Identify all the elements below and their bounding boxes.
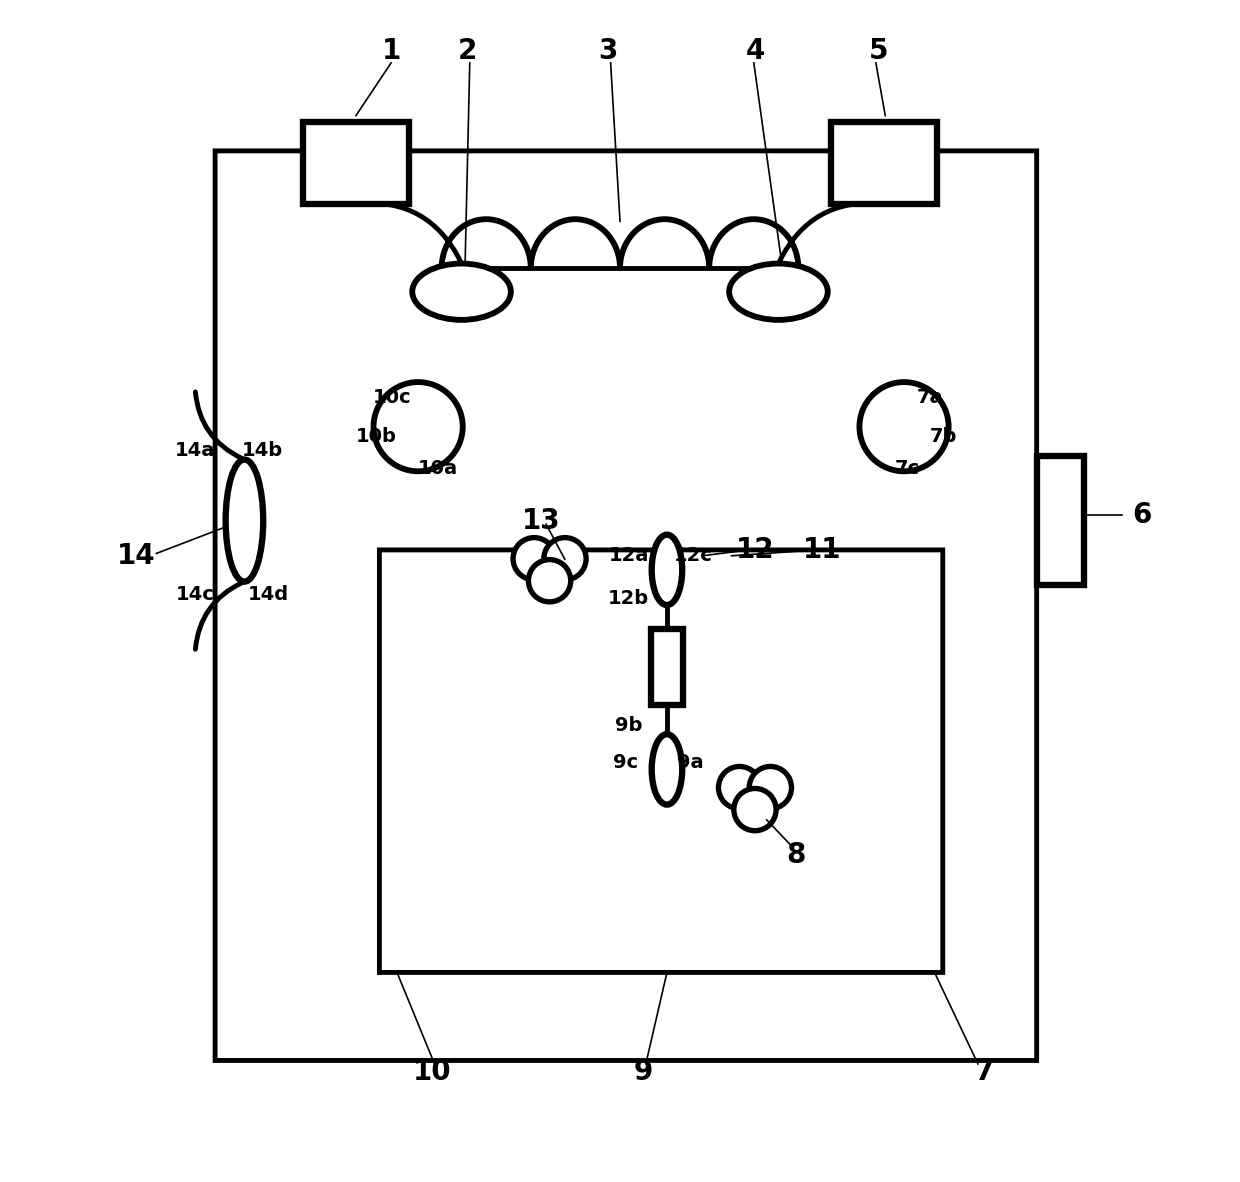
Text: 11: 11 <box>802 535 841 564</box>
Text: 7c: 7c <box>895 460 920 479</box>
Circle shape <box>718 766 760 808</box>
Bar <box>1037 456 1084 585</box>
Text: 10b: 10b <box>356 427 397 446</box>
Text: 7a: 7a <box>916 388 944 407</box>
Bar <box>303 122 409 203</box>
Text: 7b: 7b <box>930 427 957 446</box>
Text: 10c: 10c <box>373 388 412 407</box>
Text: 2: 2 <box>458 37 477 65</box>
Circle shape <box>859 382 949 472</box>
Text: 14a: 14a <box>175 441 216 460</box>
Bar <box>651 629 683 706</box>
Text: 12c: 12c <box>673 546 712 565</box>
Circle shape <box>749 766 791 808</box>
Text: 12b: 12b <box>608 589 649 608</box>
Text: 4: 4 <box>745 37 765 65</box>
Circle shape <box>734 788 776 831</box>
Text: 10a: 10a <box>418 460 458 479</box>
Ellipse shape <box>652 534 682 605</box>
Text: 6: 6 <box>1132 501 1152 528</box>
Ellipse shape <box>652 734 682 805</box>
Text: 7: 7 <box>975 1058 993 1086</box>
Text: 12a: 12a <box>609 546 650 565</box>
Text: 8: 8 <box>786 842 806 869</box>
Circle shape <box>544 538 587 580</box>
Bar <box>831 122 937 203</box>
Text: 9: 9 <box>634 1058 653 1086</box>
Circle shape <box>513 538 556 580</box>
Text: 9c: 9c <box>614 753 639 772</box>
Text: 1: 1 <box>382 37 401 65</box>
Text: 14b: 14b <box>242 441 283 460</box>
Circle shape <box>373 382 463 472</box>
Text: 12: 12 <box>735 535 774 564</box>
Text: 3: 3 <box>599 37 618 65</box>
Ellipse shape <box>412 264 511 320</box>
Text: 14c: 14c <box>176 585 215 604</box>
Text: 9b: 9b <box>615 716 642 735</box>
Text: 9a: 9a <box>677 753 704 772</box>
Circle shape <box>528 559 570 602</box>
Text: 14d: 14d <box>247 585 289 604</box>
Text: 5: 5 <box>868 37 888 65</box>
Text: 10: 10 <box>413 1058 451 1086</box>
Text: 13: 13 <box>522 507 560 534</box>
Ellipse shape <box>226 460 263 582</box>
Ellipse shape <box>729 264 828 320</box>
Text: 14: 14 <box>117 541 156 570</box>
